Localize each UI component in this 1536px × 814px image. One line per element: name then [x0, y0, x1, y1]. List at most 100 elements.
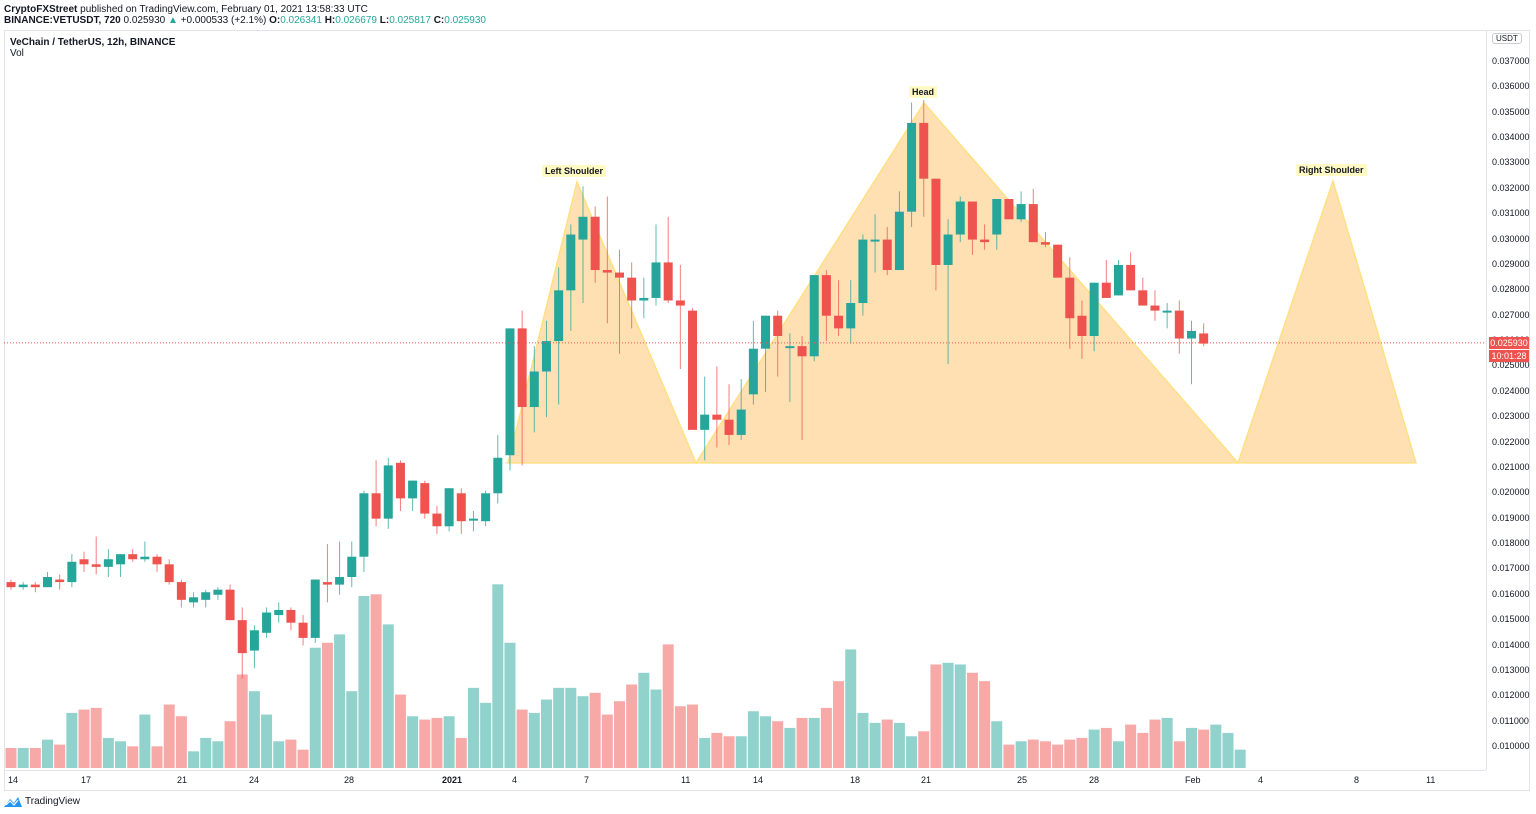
candle-body[interactable]	[846, 303, 856, 329]
candle-body[interactable]	[140, 556, 150, 560]
candle-body[interactable]	[919, 122, 929, 179]
candle-body[interactable]	[1089, 282, 1099, 336]
candle-body[interactable]	[456, 493, 466, 522]
left-shoulder-label[interactable]: Left Shoulder	[542, 165, 606, 177]
candle-body[interactable]	[347, 556, 357, 578]
time-axis[interactable]	[4, 770, 1486, 791]
candle-body[interactable]	[992, 198, 1002, 235]
candle-body[interactable]	[237, 620, 247, 654]
candle-body[interactable]	[1065, 277, 1075, 319]
candle-body[interactable]	[627, 277, 637, 301]
head-label[interactable]: Head	[909, 86, 938, 98]
candle-body[interactable]	[1077, 315, 1087, 336]
candle-body[interactable]	[481, 493, 491, 522]
candle-body[interactable]	[675, 300, 685, 306]
candle-body[interactable]	[882, 239, 892, 271]
candle-body[interactable]	[1101, 282, 1111, 298]
candle-body[interactable]	[700, 414, 710, 430]
candle-body[interactable]	[1162, 310, 1172, 313]
candle-body[interactable]	[322, 582, 332, 585]
candle-body[interactable]	[444, 488, 454, 527]
candle-body[interactable]	[931, 178, 941, 265]
candle-body[interactable]	[213, 589, 223, 595]
price-axis[interactable]	[1486, 30, 1531, 770]
candle-body[interactable]	[736, 409, 746, 435]
candle-body[interactable]	[651, 262, 661, 298]
candle-body[interactable]	[298, 622, 308, 638]
candle-body[interactable]	[1016, 204, 1026, 220]
candle-body[interactable]	[262, 612, 272, 633]
candle-body[interactable]	[286, 609, 296, 623]
candle-body[interactable]	[529, 371, 539, 408]
candle-body[interactable]	[602, 270, 612, 273]
chart-frame[interactable]	[4, 30, 1530, 791]
candle-body[interactable]	[505, 328, 515, 456]
candle-body[interactable]	[821, 275, 831, 316]
currency-label[interactable]: USDT	[1492, 33, 1522, 44]
candle-body[interactable]	[225, 589, 235, 621]
candle-body[interactable]	[103, 559, 113, 567]
candle-body[interactable]	[1053, 244, 1063, 278]
candle-body[interactable]	[943, 234, 953, 265]
candle-body[interactable]	[1138, 290, 1148, 306]
candle-body[interactable]	[432, 513, 442, 527]
candle-body[interactable]	[164, 564, 174, 583]
candle-body[interactable]	[541, 341, 551, 372]
candle-body[interactable]	[773, 315, 783, 336]
candle-body[interactable]	[43, 577, 53, 588]
candle-body[interactable]	[1040, 242, 1050, 245]
candle-body[interactable]	[590, 216, 600, 271]
candle-body[interactable]	[980, 239, 990, 243]
candle-body[interactable]	[663, 262, 673, 301]
candle-body[interactable]	[395, 462, 405, 499]
candle-body[interactable]	[55, 579, 65, 583]
tradingview-logo[interactable]: TradingView	[4, 796, 80, 807]
candle-body[interactable]	[201, 592, 211, 600]
candle-body[interactable]	[517, 328, 527, 408]
pattern-triangle[interactable]	[1236, 178, 1418, 464]
candle-body[interactable]	[116, 554, 126, 565]
candle-body[interactable]	[30, 584, 40, 588]
candle-body[interactable]	[189, 597, 199, 603]
candle-body[interactable]	[383, 465, 393, 519]
candle-body[interactable]	[554, 290, 564, 342]
candle-body[interactable]	[359, 493, 369, 557]
candle-body[interactable]	[1150, 305, 1160, 311]
candle-body[interactable]	[310, 579, 320, 638]
candle-body[interactable]	[834, 315, 844, 329]
candle-body[interactable]	[809, 275, 819, 357]
candle-body[interactable]	[894, 211, 904, 271]
candle-body[interactable]	[1199, 333, 1209, 344]
candle-body[interactable]	[967, 201, 977, 240]
publisher-name[interactable]: CryptoFXStreet	[4, 4, 78, 15]
candle-body[interactable]	[1113, 264, 1123, 296]
candle-body[interactable]	[1028, 204, 1038, 243]
candle-body[interactable]	[907, 122, 917, 212]
candle-body[interactable]	[797, 346, 807, 357]
candle-body[interactable]	[152, 556, 162, 565]
candle-body[interactable]	[858, 239, 868, 304]
candle-body[interactable]	[578, 216, 588, 240]
candle-body[interactable]	[615, 272, 624, 278]
candle-body[interactable]	[724, 419, 734, 435]
candle-body[interactable]	[91, 564, 101, 567]
candle-body[interactable]	[1126, 264, 1136, 291]
right-shoulder-label[interactable]: Right Shoulder	[1296, 164, 1367, 176]
legend-indicator[interactable]: Vol	[10, 48, 24, 59]
candle-body[interactable]	[6, 582, 16, 588]
candle-body[interactable]	[371, 493, 381, 519]
candle-body[interactable]	[176, 582, 186, 600]
legend-title[interactable]: VeChain / TetherUS, 12h, BINANCE	[10, 37, 176, 48]
candle-body[interactable]	[249, 630, 259, 651]
candle-body[interactable]	[688, 310, 698, 430]
candle-body[interactable]	[420, 483, 430, 514]
candle-body[interactable]	[408, 480, 418, 499]
pattern-triangle[interactable]	[694, 101, 1240, 464]
candle-body[interactable]	[18, 584, 28, 588]
candle-body[interactable]	[468, 518, 478, 521]
candle-body[interactable]	[955, 201, 965, 235]
candle-body[interactable]	[128, 554, 138, 560]
candle-body[interactable]	[493, 457, 503, 494]
candle-body[interactable]	[335, 577, 345, 585]
candle-body[interactable]	[761, 315, 771, 349]
